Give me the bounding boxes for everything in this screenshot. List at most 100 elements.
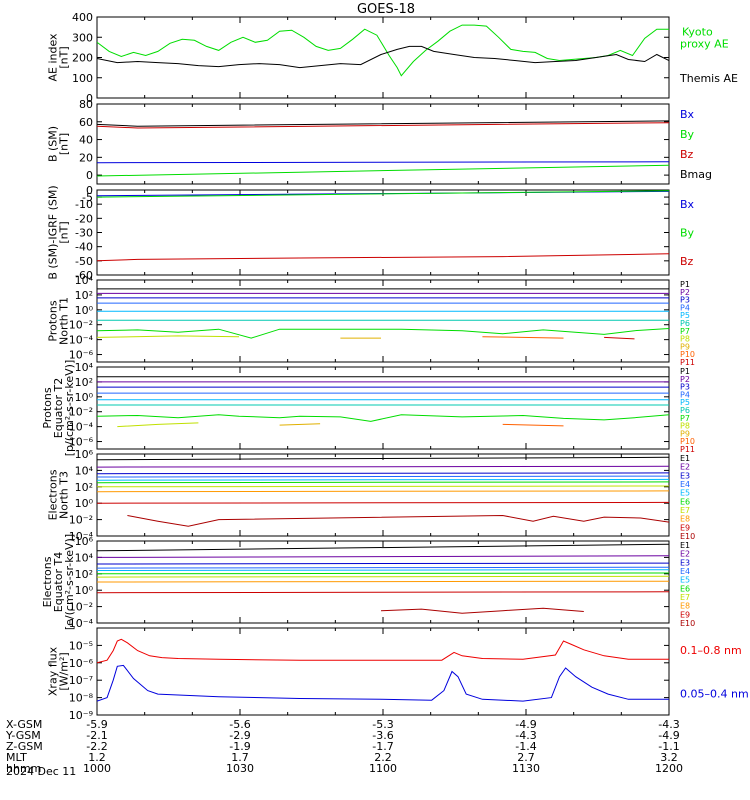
legend-entry: P10 — [680, 350, 695, 359]
y-tick-label: 0 — [86, 169, 93, 182]
y-tick-label: -20 — [75, 212, 93, 225]
y-axis-label-line: AE index — [47, 33, 60, 82]
legend-entry: E10 — [680, 619, 695, 628]
y-axis-label-line: Protons — [47, 300, 60, 341]
legend-entry: E2 — [680, 550, 690, 559]
y-tick-label: 300 — [72, 31, 93, 44]
series-line — [97, 580, 669, 583]
series-line — [97, 335, 240, 338]
panel-frame — [96, 279, 670, 363]
y-axis-label-line: Equator T2 — [52, 378, 65, 438]
legend-entry: E4 — [680, 480, 690, 489]
legend-entry: P1 — [680, 367, 690, 376]
y-tick-label: 10⁻² — [69, 514, 93, 527]
legend-entry: P4 — [680, 390, 690, 399]
y-axis-label-line: North T1 — [58, 297, 71, 345]
ephemeris-row-label: hhmm — [6, 762, 41, 775]
legend-entry: E6 — [680, 584, 690, 593]
legend-entry: E5 — [680, 489, 690, 498]
ephemeris-value: 1200 — [655, 762, 683, 775]
legend-entry: E8 — [680, 515, 690, 524]
series-line — [97, 120, 669, 127]
series-line — [97, 501, 669, 504]
legend-entry: P3 — [680, 296, 690, 305]
y-tick-label: 60 — [79, 116, 93, 129]
y-tick-label: 10⁶ — [75, 535, 94, 548]
legend-entry: P6 — [680, 319, 690, 328]
y-tick-label: 10⁰ — [75, 391, 94, 404]
ephemeris-value: -2.2 — [86, 740, 107, 753]
y-tick-label: 10⁴ — [75, 274, 94, 287]
legend-entry: E3 — [680, 558, 690, 567]
legend-entry: E7 — [680, 593, 690, 602]
panel-8: 10⁻⁵ 10⁻⁶ 10⁻⁷ 10⁻⁸ 10⁻⁹ Xray flux[W/m²] 0.1–0… — [47, 627, 749, 722]
y-tick-label: 10⁻⁴ — [69, 617, 94, 630]
legend-entry: Bx — [680, 198, 695, 211]
y-tick-label: 100 — [72, 72, 93, 85]
y-tick-label: -30 — [75, 227, 93, 240]
legend-entry: Bz — [680, 255, 694, 268]
y-tick-label: 10⁻⁴ — [69, 421, 94, 434]
y-tick-label: 10⁻⁷ — [69, 674, 93, 687]
legend-entry: E7 — [680, 506, 690, 515]
y-tick-label: 10⁻⁶ — [69, 436, 94, 449]
y-tick-label: 10⁰ — [75, 584, 94, 597]
series-line — [97, 122, 669, 129]
ephemeris-value: -1.4 — [515, 740, 536, 753]
legend-entry: Bmag — [680, 168, 712, 181]
y-axis-label-line: Xray flux — [47, 646, 60, 696]
legend-entry: P7 — [680, 327, 690, 336]
ephemeris-value: 1.7 — [231, 751, 249, 764]
legend-entry: E2 — [680, 463, 690, 472]
legend-entry: Themis AE — [679, 72, 738, 85]
series-line — [97, 566, 669, 569]
y-axis-label: B (SM)[nT] — [47, 126, 71, 162]
y-tick-label: 20 — [79, 151, 93, 164]
ephemeris-value: -1.7 — [372, 740, 393, 753]
legend-entry: 0.05–0.4 nm — [680, 687, 749, 700]
y-tick-label: 0 — [86, 92, 93, 105]
series-line — [97, 481, 669, 484]
series-line — [97, 490, 669, 493]
ephemeris-value: -4.9 — [658, 729, 679, 742]
y-axis-label: ProtonsNorth T1 — [47, 297, 71, 345]
legend-entry: Bz — [680, 148, 694, 161]
y-axis-label-line: [nT] — [58, 221, 71, 243]
legend-entry: E4 — [680, 567, 690, 576]
y-tick-label: 10² — [75, 376, 93, 389]
y-tick-label: -50 — [75, 255, 93, 268]
ephemeris-value: -4.3 — [658, 718, 679, 731]
legend-entry: proxy AE — [680, 37, 729, 50]
ephemeris-value: -4.3 — [515, 729, 536, 742]
panel-frame — [96, 103, 670, 185]
y-tick-label: 10⁻⁴ — [69, 530, 94, 543]
series-line — [97, 575, 669, 578]
series-line — [97, 456, 669, 461]
series-line — [97, 472, 669, 475]
legend-entry: P2 — [680, 288, 690, 297]
y-axis-label-line: [e/(cm²-s-sr-keV)] — [63, 534, 76, 630]
panel-3: 0-5-10-20 -30-40-50-60 B (SM)-IGRF (SM)[nT… — [47, 184, 695, 282]
legend-entry: Bx — [680, 108, 695, 121]
legend-entry: P8 — [680, 335, 690, 344]
plot-title: GOES-18 — [357, 2, 415, 17]
y-tick-label: 0 — [86, 184, 93, 197]
y-tick-label: 10² — [75, 568, 93, 581]
series-line — [97, 465, 669, 468]
series-line — [97, 475, 669, 478]
legend-entry: E9 — [680, 523, 690, 532]
y-tick-label: -40 — [75, 241, 93, 254]
y-tick-label: 10⁻⁹ — [69, 709, 93, 722]
legend-entry: By — [680, 227, 695, 240]
series-line — [97, 45, 669, 69]
series-line — [97, 253, 669, 262]
y-tick-label: 10⁻² — [69, 406, 93, 419]
series-line — [380, 607, 584, 614]
series-line — [97, 161, 669, 164]
y-axis-label-line: Electrons — [47, 469, 60, 520]
y-tick-label: 10⁴ — [75, 464, 94, 477]
legend-entry: By — [680, 128, 695, 141]
